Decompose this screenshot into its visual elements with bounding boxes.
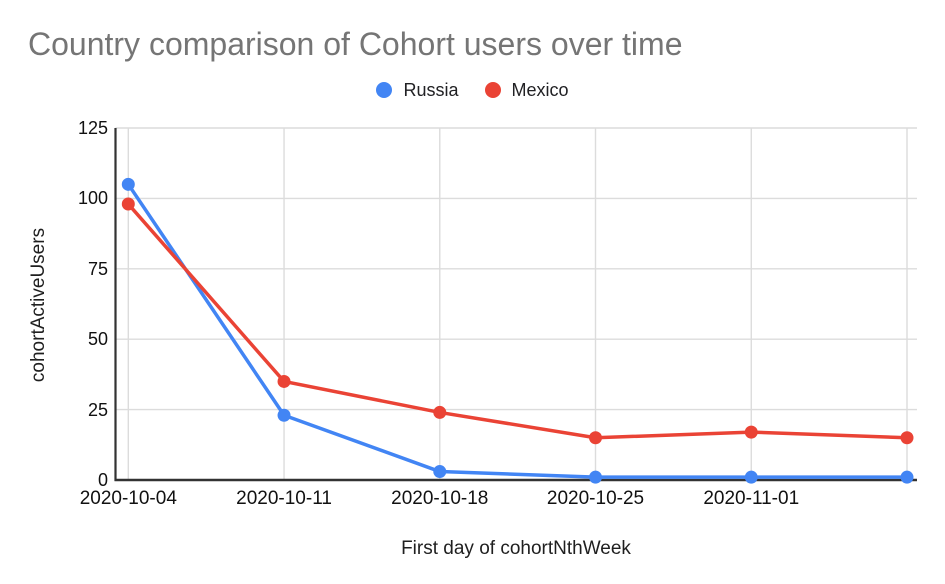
legend: Russia Mexico [0,81,945,99]
x-tick-label: 2020-11-01 [703,488,800,509]
data-point-mexico[interactable] [900,431,914,445]
chart-title: Country comparison of Cohort users over … [28,26,683,62]
legend-dot-mexico-icon [484,82,501,98]
data-point-russia[interactable] [433,465,447,479]
data-point-mexico[interactable] [589,431,603,445]
legend-item-russia[interactable]: Russia [376,80,459,100]
x-tick-label: 2020-10-04 [79,488,177,509]
data-point-russia[interactable] [589,470,603,484]
data-point-russia[interactable] [900,470,914,484]
data-point-mexico[interactable] [277,374,291,388]
y-tick-label: 75 [87,258,108,279]
legend-dot-russia-icon [376,82,393,98]
y-tick-label: 125 [77,118,108,138]
data-point-russia[interactable] [744,470,758,484]
data-point-mexico[interactable] [121,197,135,211]
y-tick-label: 25 [87,399,108,420]
data-point-mexico[interactable] [744,425,758,439]
legend-label-mexico: Mexico [511,80,569,100]
series-line-russia [126,182,909,479]
y-tick-label: 0 [97,470,108,490]
y-axis-title: cohortActiveUsers [28,227,49,383]
x-axis-title: First day of cohortNthWeek [401,538,631,559]
x-tick-label: 2020-10-11 [236,488,332,509]
legend-item-mexico[interactable]: Mexico [484,80,569,100]
legend-label-russia: Russia [403,80,459,100]
y-tick-label: 50 [87,329,108,350]
y-tick-label: 100 [77,188,108,209]
data-point-russia[interactable] [277,408,291,422]
series-line-mexico [126,202,909,440]
data-point-mexico[interactable] [433,405,447,419]
data-point-russia[interactable] [121,177,135,191]
x-tick-label: 2020-10-25 [546,488,645,509]
x-tick-label: 2020-10-18 [391,488,489,509]
